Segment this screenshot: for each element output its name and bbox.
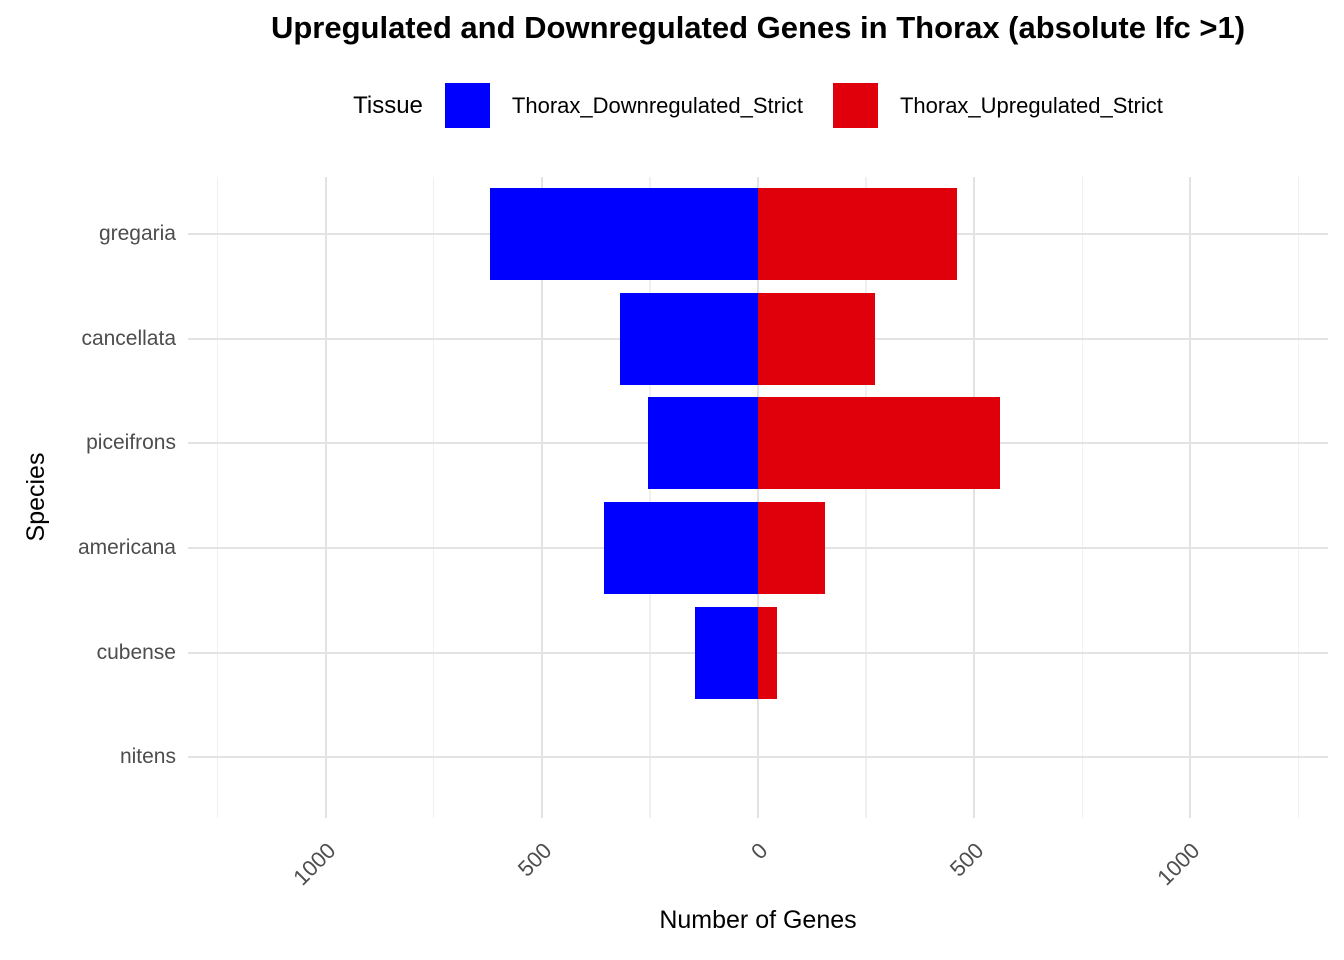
bar-upregulated-cancellata xyxy=(758,292,875,385)
y-tick-label-piceifrons: piceifrons xyxy=(86,431,176,455)
bar-downregulated-piceifrons xyxy=(647,397,758,490)
y-tick-label-americana: americana xyxy=(77,536,176,559)
gridline-minor-vertical xyxy=(865,177,867,818)
bar-upregulated-cubense xyxy=(758,606,778,699)
legend-title: Tissue xyxy=(353,91,423,119)
gridline-minor-vertical xyxy=(1081,177,1084,818)
bar-upregulated-americana xyxy=(758,502,826,594)
chart-title: Upregulated and Downregulated Genes in T… xyxy=(270,10,1246,45)
bar-upregulated-piceifrons xyxy=(758,397,1001,490)
gridline-major-vertical xyxy=(973,177,976,818)
bar-downregulated-cancellata xyxy=(619,292,758,385)
gridline-minor-vertical xyxy=(649,177,651,818)
y-axis-title: Species xyxy=(22,452,50,542)
legend-label-downregulated: Thorax_Downregulated_Strict xyxy=(511,92,803,118)
bar-upregulated-gregaria xyxy=(758,188,957,281)
x-axis-title: Number of Genes xyxy=(659,906,857,934)
gridline-major-vertical xyxy=(324,177,327,818)
legend-swatch-downregulated xyxy=(444,83,490,128)
bar-downregulated-americana xyxy=(604,502,758,594)
y-tick-label-nitens: nitens xyxy=(119,745,176,769)
legend-label-upregulated: Thorax_Upregulated_Strict xyxy=(899,92,1163,118)
gridline-minor-vertical xyxy=(1297,177,1300,818)
bar-downregulated-gregaria xyxy=(489,188,758,281)
legend: Tissue Thorax_Downregulated_Strict Thora… xyxy=(188,82,1328,129)
plot-panel xyxy=(188,177,1328,818)
y-tick-label-cubense: cubense xyxy=(96,640,176,664)
gridline-minor-vertical xyxy=(432,177,435,818)
gridline-major-horizontal xyxy=(188,756,1328,759)
y-tick-label-gregaria: gregaria xyxy=(98,222,176,246)
gridline-major-vertical xyxy=(1189,177,1192,818)
gridline-major-vertical xyxy=(540,177,543,818)
legend-swatch-upregulated xyxy=(832,83,878,128)
y-tick-label-cancellata: cancellata xyxy=(81,326,176,350)
gridline-major-vertical xyxy=(757,177,759,818)
gridline-minor-vertical xyxy=(216,177,219,818)
bar-downregulated-cubense xyxy=(695,606,758,699)
